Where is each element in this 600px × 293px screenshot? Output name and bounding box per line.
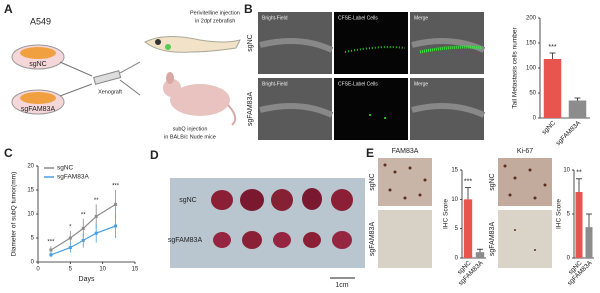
significance: ** — [81, 212, 86, 218]
significance: *** — [47, 240, 55, 246]
panel-label: E — [366, 146, 374, 160]
y-tick-label: 100 — [526, 66, 537, 72]
y-tick-label: 0 — [455, 256, 459, 262]
dish — [11, 44, 65, 115]
significance: *** — [464, 178, 472, 185]
significance: * — [69, 224, 72, 230]
significance: ** — [94, 198, 99, 204]
panel-label: C — [4, 146, 13, 160]
bar — [568, 100, 587, 118]
panel-label: B — [244, 2, 253, 16]
y-tick-label: 0 — [567, 256, 571, 262]
y-tick-label: 15 — [451, 168, 458, 174]
ihc-image — [378, 158, 552, 268]
column-header: Merge — [414, 81, 428, 87]
x-tick-label: 0 — [36, 267, 40, 273]
column-header: Merge — [414, 15, 428, 21]
y-tick-label: 200 — [526, 16, 537, 22]
significance: ** — [576, 170, 582, 177]
y-axis-label: Tail Metastasis cells number — [512, 27, 519, 109]
column-header: Ki-67 — [517, 148, 533, 155]
legend-label: sgFAM83A — [57, 174, 89, 181]
row-label: sgFAM83A — [489, 222, 496, 257]
marker — [94, 214, 98, 218]
marker — [49, 253, 53, 257]
marker — [68, 246, 72, 250]
row-label: sgNC — [369, 173, 376, 191]
zebrafish-text: in 2dpf zebrafish — [195, 18, 235, 24]
bar — [543, 59, 562, 118]
syringe — [59, 61, 141, 97]
mouse-text: subQ injection — [173, 126, 208, 132]
x-tick-label: 10 — [99, 267, 106, 273]
y-axis-label: IHC Score — [556, 199, 563, 229]
y-tick-label: 0 — [31, 260, 35, 266]
y-tick-label: 10 — [451, 197, 458, 203]
y-tick-label: 15 — [27, 188, 34, 194]
y-tick-label: 0 — [533, 116, 537, 122]
micrograph — [258, 12, 486, 140]
column-header: Bright-Field — [262, 81, 288, 87]
y-tick-label: 10 — [27, 212, 34, 218]
column-header: CFSE-Label Cells — [338, 15, 378, 21]
bar — [575, 192, 583, 258]
y-tick-label: 20 — [27, 164, 34, 170]
row-label: sgFAM83A — [369, 222, 376, 257]
bar — [475, 252, 485, 258]
significance: *** — [112, 184, 120, 190]
x-axis-label: Days — [79, 276, 95, 283]
marker — [68, 236, 72, 240]
mouse — [163, 72, 237, 126]
bar — [463, 199, 473, 258]
legend-label: sgNC — [57, 165, 74, 172]
marker — [114, 224, 118, 228]
x-tick-label: 15 — [132, 267, 139, 273]
row-label: sgNC — [179, 197, 197, 204]
y-axis-label: IHC Score — [443, 199, 450, 229]
x-tick-label: 5 — [69, 267, 73, 273]
y-tick-label: 5 — [455, 226, 459, 232]
cell-line: A549 — [30, 16, 51, 26]
row-label: sgNC — [247, 34, 254, 52]
y-tick-label: 5 — [31, 236, 35, 242]
row-label: sgFAM83A — [168, 237, 203, 244]
dish-label: sgNC — [29, 61, 47, 68]
column-header: Bright-Field — [262, 15, 288, 21]
zebrafish-text: Perivitelline injection — [190, 10, 240, 16]
dish-label: sgFAM83A — [21, 106, 56, 113]
tumor-photo — [170, 178, 365, 279]
y-tick-label: 150 — [526, 41, 537, 47]
marker — [49, 248, 53, 252]
y-axis-label: Diameter of subQ tumor(mm) — [11, 172, 18, 257]
marker — [81, 226, 85, 230]
marker — [81, 238, 85, 242]
y-tick-label: 5 — [567, 212, 571, 218]
marker — [94, 231, 98, 235]
method-label: Xenograft — [98, 89, 122, 95]
column-header: CFSE-Label Cells — [338, 81, 378, 87]
zebrafish — [144, 36, 241, 53]
bar — [585, 227, 593, 258]
y-tick-label: 50 — [529, 91, 536, 97]
column-header: FAM83A — [392, 148, 419, 155]
y-tick-label: 10 — [563, 168, 570, 174]
panel-label: D — [150, 148, 159, 162]
significance: *** — [548, 44, 556, 51]
x-tick-label: sgFAM83A — [555, 119, 583, 147]
panel-label: A — [4, 2, 13, 16]
mouse-text: in BALB/c Nude mice — [164, 134, 216, 140]
row-label: sgFAM83A — [247, 92, 254, 127]
marker — [114, 202, 118, 206]
row-label: sgNC — [489, 173, 496, 191]
scale-label: 1cm — [335, 282, 348, 289]
x-tick-label: sgNC — [541, 119, 558, 136]
